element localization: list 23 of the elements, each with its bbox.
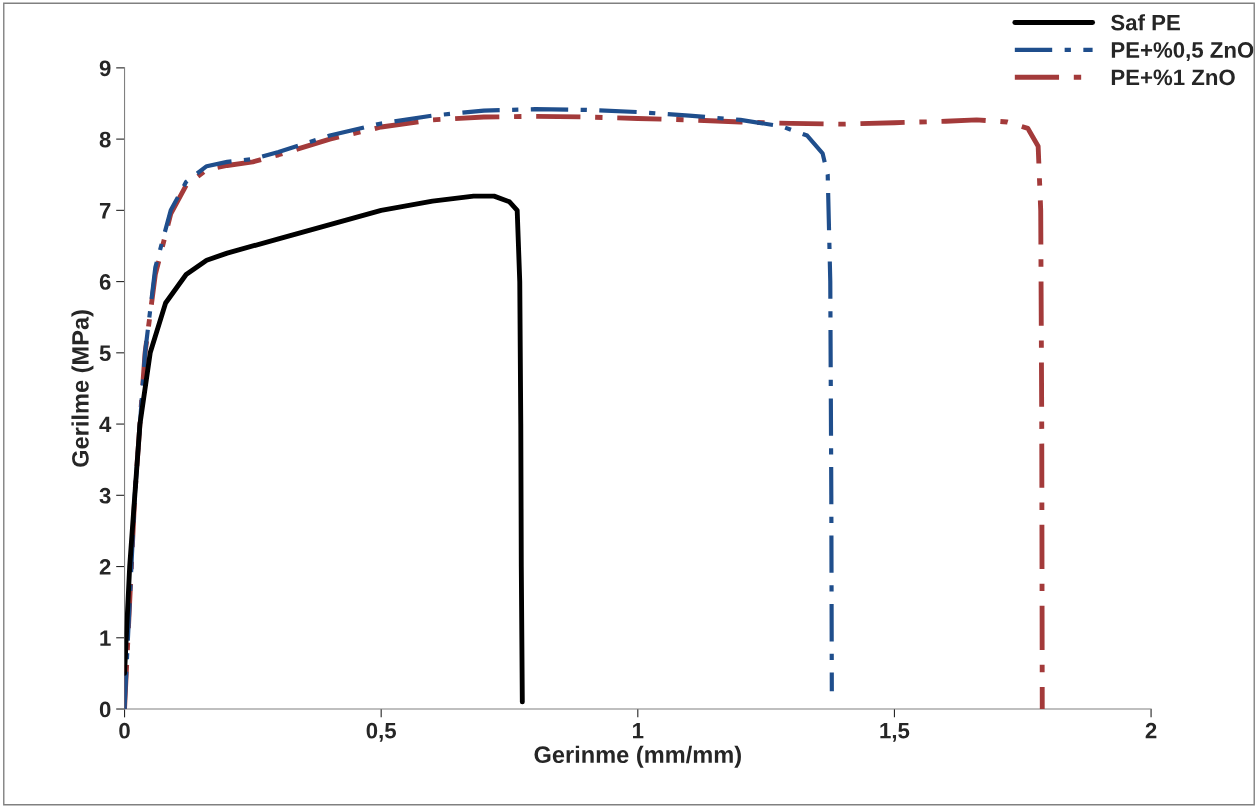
y-tick-label: 5 bbox=[99, 345, 111, 362]
x-tick-label: 1 bbox=[633, 723, 644, 739]
x-tick-label: 1,5 bbox=[880, 723, 910, 742]
y-tick-label: 8 bbox=[99, 131, 111, 148]
legend-label: PE+%0,5 ZnO bbox=[1111, 42, 1254, 62]
x-tick-label: 2 bbox=[1145, 722, 1157, 739]
y-tick-label: 0 bbox=[99, 701, 111, 718]
line-series bbox=[124, 113, 1045, 710]
x-tick-label: 0,5 bbox=[366, 722, 396, 742]
x-axis-title: Gerinme (mm/mm) bbox=[534, 745, 741, 768]
y-tick-label: 7 bbox=[99, 203, 111, 219]
y-tick-label: 4 bbox=[99, 416, 112, 433]
y-tick-label: 2 bbox=[99, 559, 111, 575]
line-series bbox=[124, 107, 834, 710]
legend-label: Saf PE bbox=[1111, 14, 1180, 31]
y-tick-label: 6 bbox=[99, 274, 111, 290]
x-tick-label: 0 bbox=[119, 722, 130, 739]
line-series bbox=[124, 193, 525, 705]
y-tick-label: 3 bbox=[99, 487, 111, 504]
y-axis-title: Gerilme (MPa) bbox=[71, 310, 94, 467]
y-tick-label: 9 bbox=[99, 60, 111, 77]
y-tick-label: 1 bbox=[100, 630, 111, 646]
legend-label: PE+%1 ZnO bbox=[1111, 69, 1235, 86]
